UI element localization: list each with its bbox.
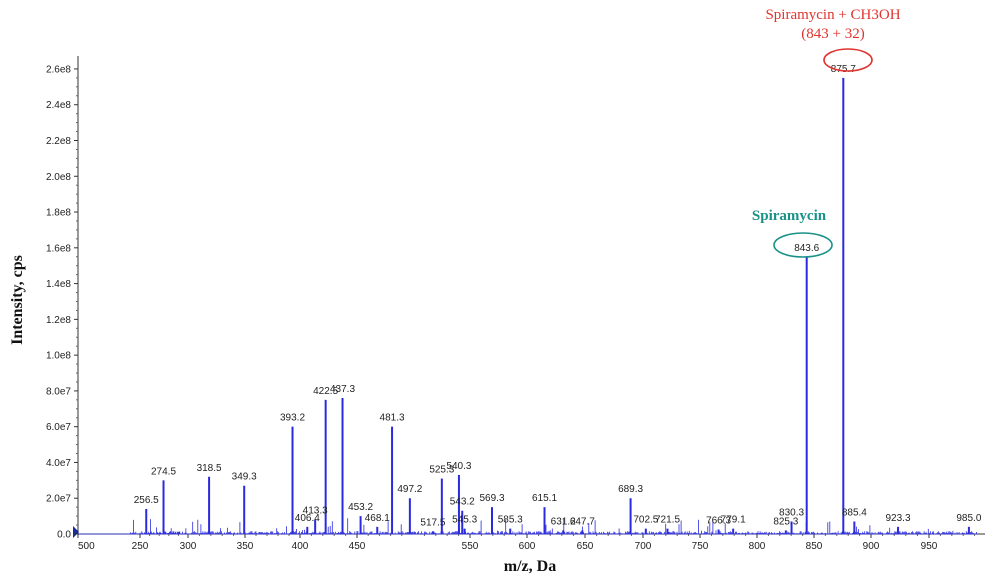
peak-label: 689.3 — [618, 484, 643, 495]
peak-label: 468.1 — [365, 513, 390, 524]
peak-label: 318.5 — [197, 463, 222, 474]
peak-label: 437.3 — [330, 384, 355, 395]
peak-label: 497.2 — [397, 484, 422, 495]
y-tick-label: 1.8e8 — [46, 208, 71, 219]
peak-label: 615.1 — [532, 493, 557, 504]
peak-label: 481.3 — [380, 413, 405, 424]
peak-label: 545.3 — [452, 515, 477, 526]
peak-label: 702.5 — [633, 515, 658, 526]
x-tick-label: 500 — [78, 541, 95, 552]
x-tick-label: 900 — [863, 541, 880, 552]
y-tick-label: 1.2e8 — [46, 315, 71, 326]
peak-label: 543.2 — [450, 497, 475, 508]
peak-label: 585.3 — [498, 515, 523, 526]
peak-label: 843.6 — [794, 243, 819, 254]
peak-label: 985.0 — [956, 513, 981, 524]
peak-label: 517.5 — [420, 517, 445, 528]
peak-label: 413.3 — [303, 506, 328, 517]
annotations: Spiramycin + CH3OH (843 + 32) Spiramycin — [752, 7, 901, 258]
y-tick-label: 0.0 — [57, 530, 71, 541]
peak-label: 875.7 — [831, 64, 856, 75]
y-tick-label: 8.0e7 — [46, 386, 71, 397]
peak-label: 349.3 — [232, 472, 257, 483]
x-tick-label: 350 — [237, 541, 254, 552]
annotation-843-plus-32: (843 + 32) — [801, 26, 864, 42]
x-tick-label: 850 — [806, 541, 823, 552]
annotation-circle-875 — [823, 48, 873, 72]
annotation-spiramycin-ch3oh: Spiramycin + CH3OH — [765, 7, 900, 23]
y-axis-ticks: 0.0 2.0e7 4.0e7 6.0e7 8.0e7 1.0e8 1.2e8 1.4e8 1.… — [46, 64, 78, 541]
peak-label: 923.3 — [886, 513, 911, 524]
peak-label: 647.7 — [570, 516, 595, 527]
y-tick-label: 2.0e8 — [46, 172, 71, 183]
peak-label: 830.3 — [779, 507, 804, 518]
peak-label: 540.3 — [446, 461, 471, 472]
x-tick-label: 750 — [692, 541, 709, 552]
spectrum-trace — [78, 77, 977, 535]
y-tick-label: 2.0e7 — [46, 494, 71, 505]
peak-label: 825.3 — [773, 516, 798, 527]
peak-label: 779.1 — [721, 515, 746, 526]
annotation-spiramycin: Spiramycin — [752, 208, 827, 224]
y-tick-label: 4.0e7 — [46, 458, 71, 469]
y-tick-label: 2.6e8 — [46, 64, 71, 75]
y-axis-label: Intensity, cps — [9, 255, 26, 345]
peak-label: 274.5 — [151, 466, 176, 477]
y-tick-label: 1.4e8 — [46, 279, 71, 290]
peak-label: 393.2 — [280, 413, 305, 424]
y-tick-label: 2.2e8 — [46, 136, 71, 147]
peak-label: 569.3 — [479, 493, 504, 504]
peak-label: 422.5 — [313, 386, 338, 397]
y-tick-label: 6.0e7 — [46, 422, 71, 433]
x-tick-label: 950 — [921, 541, 938, 552]
y-tick-label: 2.4e8 — [46, 100, 71, 111]
x-tick-label: 400 — [292, 541, 309, 552]
peak-label: 721.5 — [655, 515, 680, 526]
peak-label: 766.3 — [706, 516, 731, 527]
axis-marker-icon — [73, 526, 79, 538]
spectrum-baseline — [78, 518, 977, 535]
peak-label: 453.2 — [348, 502, 373, 513]
x-tick-label: 450 — [349, 541, 366, 552]
peak-label: 631.2 — [551, 516, 576, 527]
x-axis-label: m/z, Da — [504, 558, 556, 575]
x-tick-label: 300 — [180, 541, 197, 552]
y-tick-label: 1.6e8 — [46, 243, 71, 254]
x-axis-ticks: 500 250 300 350 400 450 550 600 650 700 750 800 850 9… — [77, 534, 976, 552]
peak-label: 406.4 — [295, 513, 320, 524]
peak-label: 525.3 — [429, 465, 454, 476]
annotation-circle-843 — [773, 232, 833, 258]
x-tick-label: 550 — [462, 541, 479, 552]
peak-label: 256.5 — [134, 495, 159, 506]
x-tick-label: 250 — [132, 541, 149, 552]
x-tick-label: 800 — [749, 541, 766, 552]
x-tick-label: 650 — [577, 541, 594, 552]
y-tick-label: 1.0e8 — [46, 351, 71, 362]
x-tick-label: 700 — [635, 541, 652, 552]
x-tick-label: 600 — [519, 541, 536, 552]
peak-label: 885.4 — [842, 507, 867, 518]
